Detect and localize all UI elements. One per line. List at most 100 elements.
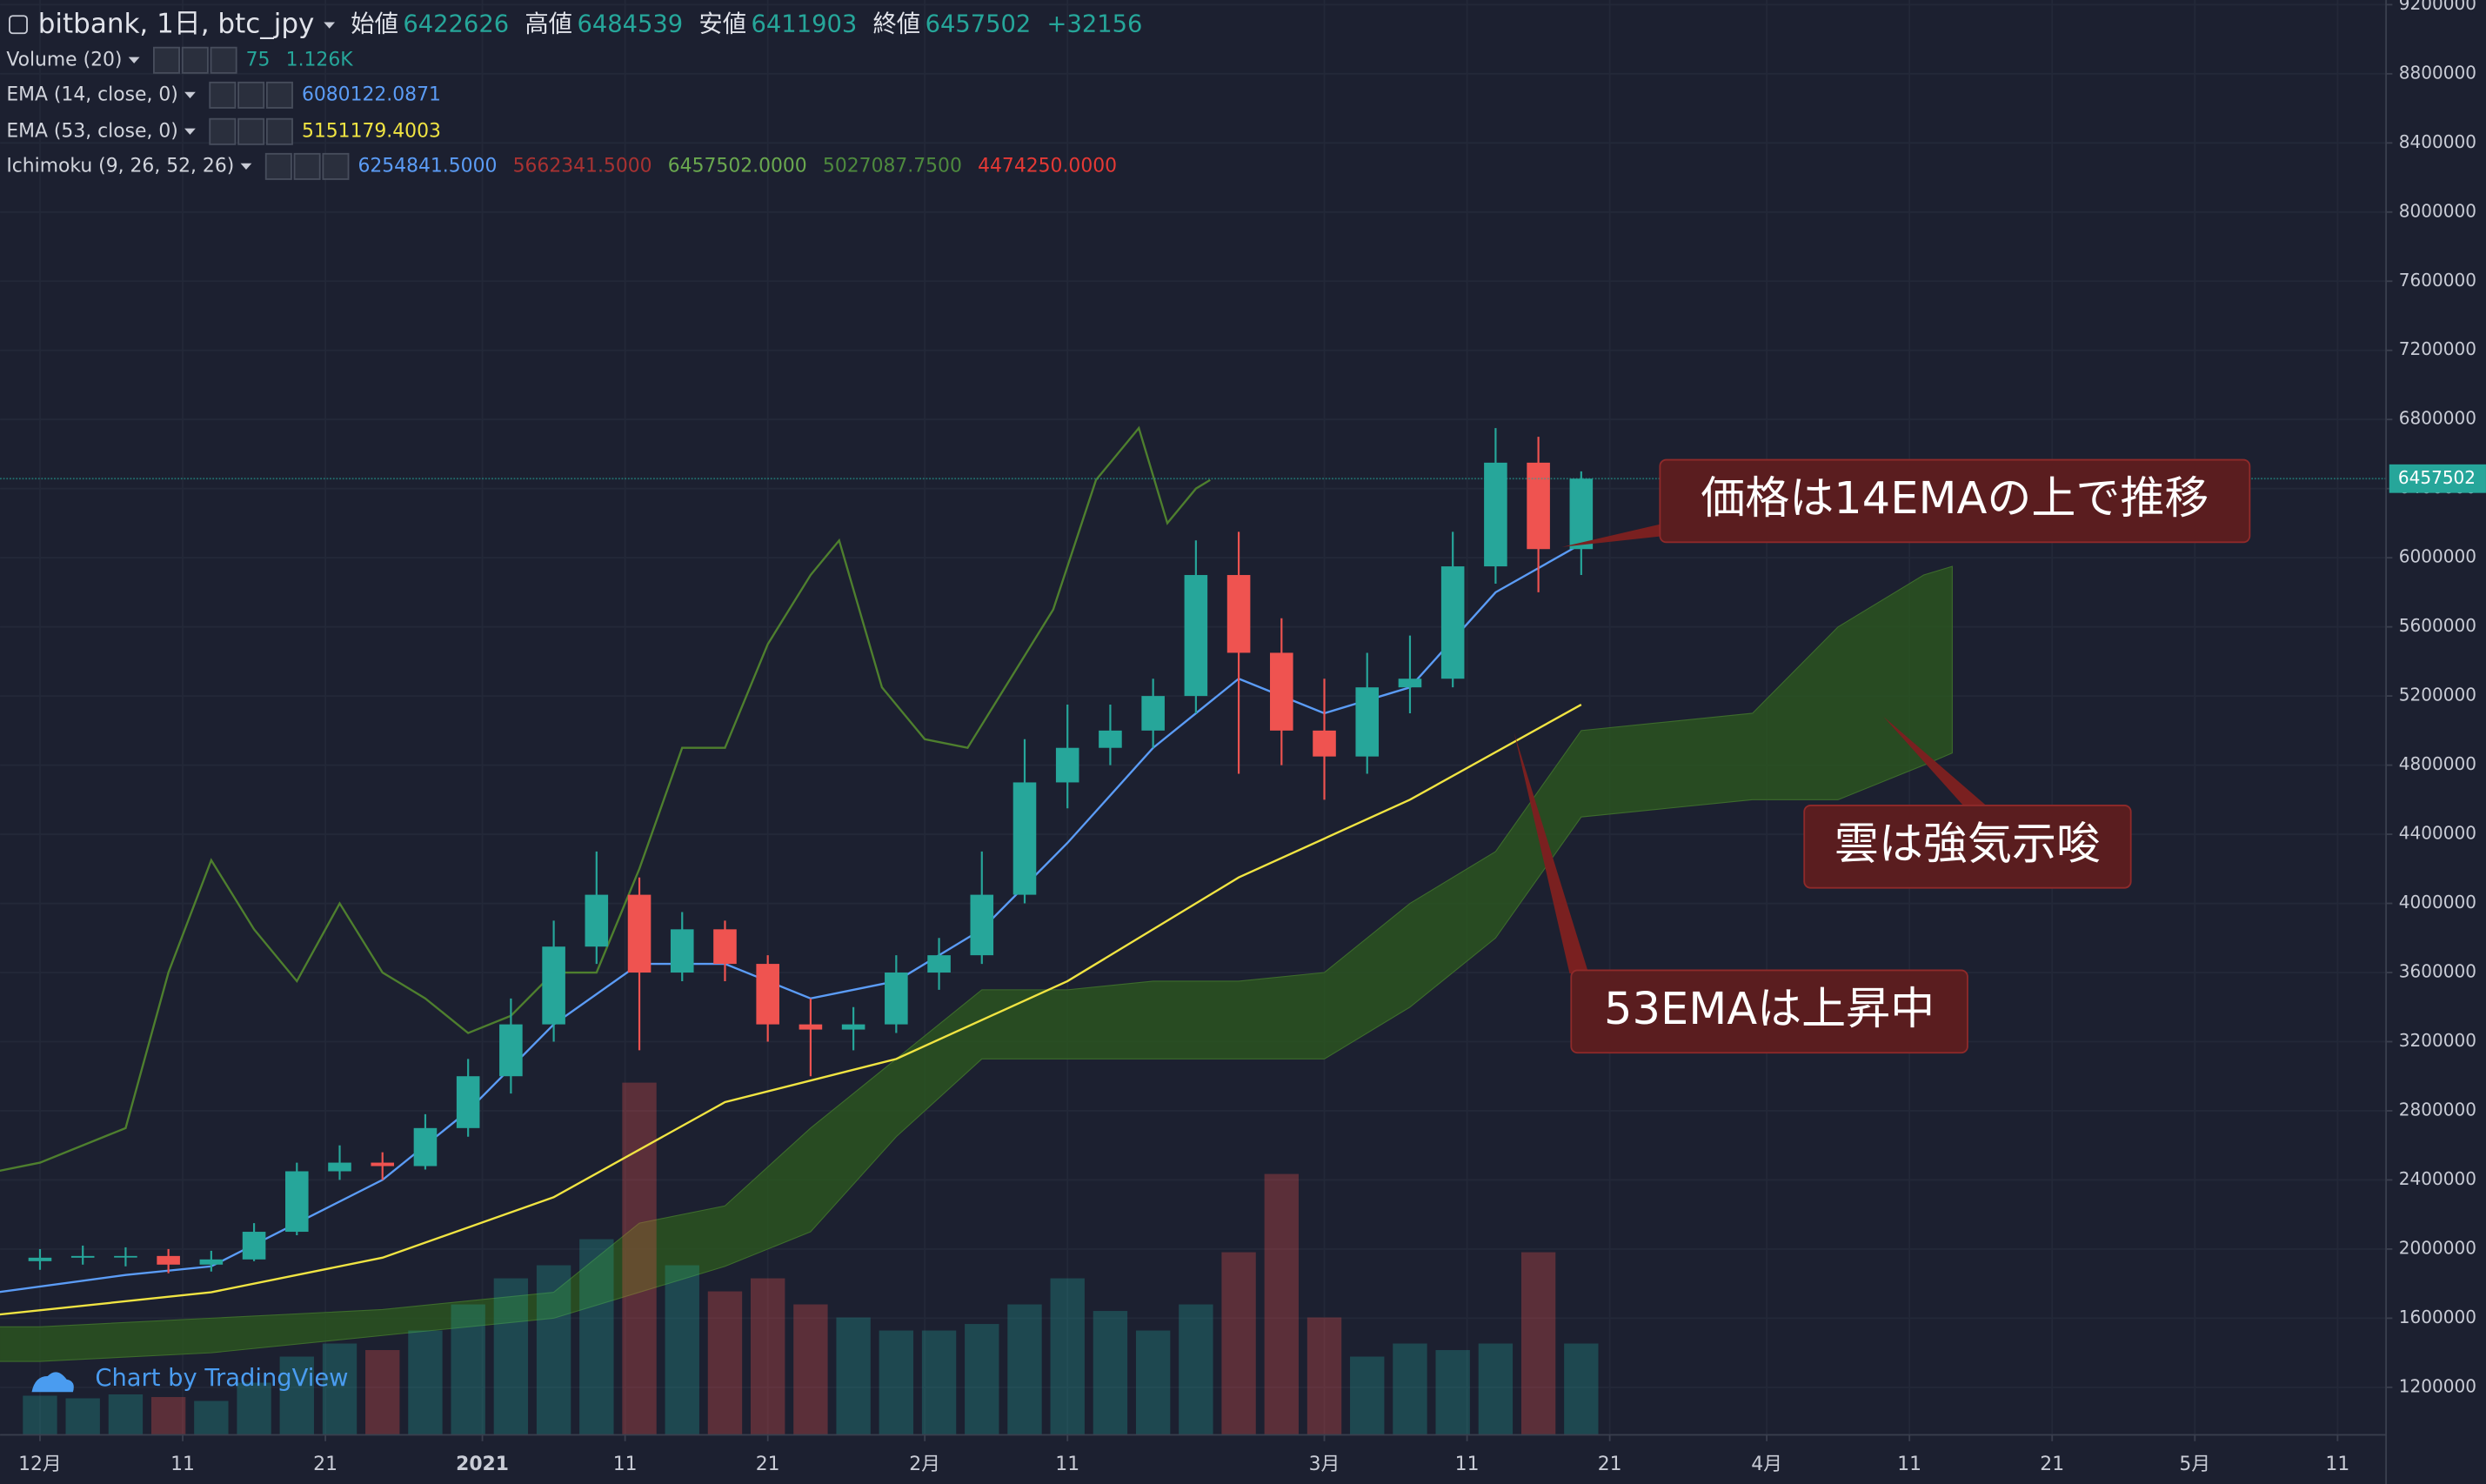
- x-tick-label: 11: [2325, 1454, 2349, 1475]
- indicator-eye-button[interactable]: [209, 81, 237, 109]
- annotation-text: 雲は強気示唆: [1834, 819, 2101, 870]
- candle-body: [456, 1076, 480, 1128]
- ohlc-label: 高値: [525, 11, 572, 38]
- ohlc-label: 安値: [698, 11, 746, 38]
- y-tick-label: 1200000: [2399, 1375, 2476, 1396]
- x-tick-label: 4月: [1751, 1454, 1782, 1475]
- annotation-box: [1659, 458, 2251, 544]
- volume-bar: [579, 1239, 614, 1435]
- candle-body: [970, 894, 994, 956]
- volume-bar: [879, 1330, 914, 1435]
- volume-bar: [921, 1330, 957, 1435]
- x-tick-label: 12月: [18, 1454, 62, 1475]
- dropdown-icon[interactable]: [184, 128, 196, 135]
- annotation-text: 価格は14EMAの上で推移: [1701, 473, 2209, 525]
- x-tick-label: 5月: [2179, 1454, 2210, 1475]
- watermark: Chart by TradingView: [31, 1365, 349, 1393]
- x-tick-label: 2021: [456, 1454, 509, 1475]
- y-tick-label: 5200000: [2399, 685, 2476, 705]
- y-tick-label: 4000000: [2399, 892, 2476, 912]
- y-tick-label: 3200000: [2399, 1030, 2476, 1051]
- indicator-settings-button[interactable]: [293, 152, 321, 180]
- x-tick-label: 3月: [1309, 1454, 1340, 1475]
- volume-bar: [279, 1356, 314, 1435]
- candle-body: [1141, 696, 1165, 731]
- x-tick-label: 11: [1897, 1454, 1921, 1475]
- indicator-close-button[interactable]: [265, 117, 293, 145]
- y-tick-label: 6800000: [2399, 408, 2476, 429]
- legend: Volume (20) 75 1.126K EMA (14, close, 0) 608…: [6, 46, 1117, 180]
- dropdown-icon[interactable]: [184, 91, 196, 99]
- candle-body: [413, 1127, 438, 1166]
- lagging-span: [0, 425, 1211, 1173]
- volume-bar: [1135, 1330, 1171, 1435]
- candle-body: [1012, 782, 1037, 895]
- volume-bar: [23, 1395, 57, 1435]
- volume-bar: [451, 1304, 485, 1435]
- last-price-tag: [2389, 464, 2486, 493]
- candle-body: [927, 955, 951, 973]
- candle-body: [157, 1255, 180, 1265]
- candle-body: [284, 1171, 309, 1233]
- indicator-settings-button[interactable]: [181, 46, 209, 74]
- candle-body: [1055, 747, 1079, 783]
- candle-body: [371, 1162, 395, 1166]
- volume-bar: [1221, 1252, 1256, 1435]
- ohlc-label: 始値: [351, 11, 398, 38]
- x-tick-label: 11: [170, 1454, 195, 1475]
- volume-bar: [1007, 1304, 1042, 1435]
- candle-body: [627, 894, 652, 973]
- candle-body: [1355, 687, 1380, 757]
- candle-body: [585, 894, 609, 947]
- dropdown-icon[interactable]: [324, 22, 336, 29]
- annotation-arrow: [1514, 732, 1589, 974]
- indicator-readout: 5662341.5000: [513, 155, 652, 177]
- indicator-settings-button[interactable]: [237, 117, 265, 145]
- candle-body: [1569, 478, 1594, 550]
- volume-bar: [150, 1397, 186, 1435]
- ohlc-value: 6484539: [577, 11, 683, 38]
- watermark-logo: [31, 1372, 74, 1393]
- volume-bar: [493, 1278, 529, 1435]
- annotation-box: [1570, 969, 1968, 1054]
- volume-bar: [665, 1265, 699, 1435]
- header: bitbank, 1日, btc_jpy 始値 6422626 高値 6484539 安値…: [9, 9, 1142, 40]
- indicator-close-button[interactable]: [322, 152, 350, 180]
- indicator-eye-button[interactable]: [264, 152, 292, 180]
- symbol-title: bitbank, 1日, btc_jpy: [38, 9, 315, 40]
- volume-bar: [750, 1278, 785, 1435]
- plot-area: [0, 425, 2387, 1435]
- ichimoku-cloud: [0, 565, 1953, 1362]
- y-tick-label: 8400000: [2399, 131, 2476, 152]
- x-tick-label: 11: [1455, 1454, 1480, 1475]
- x-tick-label: 11: [1055, 1454, 1079, 1475]
- y-tick-label: 7600000: [2399, 270, 2476, 291]
- x-tick-label: 21: [313, 1454, 337, 1475]
- candle-body: [1527, 462, 1550, 550]
- indicator-close-button[interactable]: [265, 81, 293, 109]
- candle-body: [242, 1232, 266, 1260]
- y-tick-label: 2000000: [2399, 1237, 2476, 1258]
- indicator-readout: 1.126K: [286, 49, 354, 70]
- volume-bar: [836, 1317, 871, 1435]
- indicator-name: Ichimoku (9, 26, 52, 26): [6, 155, 234, 177]
- dropdown-icon[interactable]: [128, 57, 140, 64]
- volume-bar: [1435, 1350, 1470, 1435]
- indicator-name: Volume (20): [6, 49, 122, 70]
- indicator-settings-button[interactable]: [237, 81, 265, 109]
- y-tick-label: 9200000: [2399, 0, 2476, 14]
- volume-bar: [1264, 1173, 1299, 1435]
- volume-bar: [622, 1082, 657, 1435]
- indicator-close-button[interactable]: [210, 46, 237, 74]
- y-tick-label: 6000000: [2399, 546, 2476, 567]
- volume-bar: [108, 1394, 144, 1435]
- ohlc-label: 終値: [872, 11, 920, 38]
- indicator-eye-button[interactable]: [152, 46, 180, 74]
- candle-body: [1484, 462, 1507, 567]
- dropdown-icon[interactable]: [240, 163, 252, 170]
- indicator-eye-button[interactable]: [209, 117, 237, 145]
- candle-body: [542, 946, 565, 1025]
- ema-53-line: [0, 704, 1582, 1316]
- x-tick-label: 11: [613, 1454, 638, 1475]
